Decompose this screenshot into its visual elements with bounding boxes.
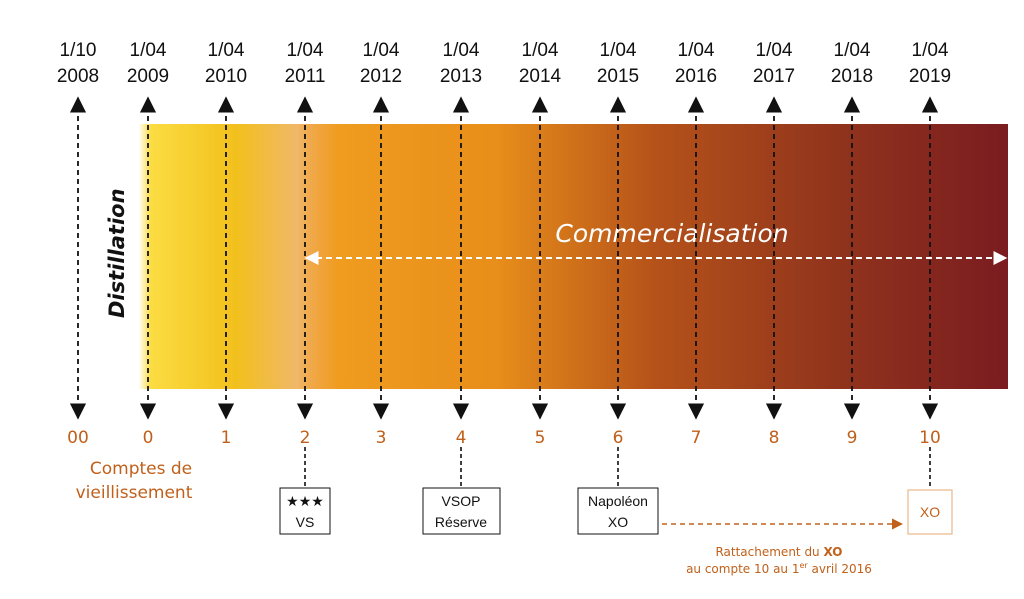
date-year-label: 2013	[440, 66, 482, 87]
aging-color-band	[78, 124, 1008, 389]
rattachement-note-line1: Rattachement du XO	[715, 545, 842, 559]
compte-number: 8	[769, 428, 780, 448]
date-day-label: 1/10	[60, 40, 97, 61]
comptes-label-line1: Comptes de	[90, 459, 192, 479]
date-day-label: 1/04	[208, 40, 245, 61]
napoleon-box: Napoléon XO	[577, 487, 659, 535]
compte-number: 2	[300, 428, 311, 448]
date-year-label: 2018	[831, 66, 873, 87]
date-labels: 1/10 2008 1/04 2009 1/04 2010 1/04 2011 1/04 2012…	[57, 40, 951, 87]
date-year-label: 2011	[285, 66, 326, 87]
date-day-label: 1/04	[912, 40, 949, 61]
compte-number: 00	[67, 428, 89, 448]
note-line2-sup: er	[799, 561, 808, 570]
date-year-label: 2008	[57, 66, 99, 87]
date-year-label: 2016	[675, 66, 717, 87]
compte-number: 7	[691, 428, 702, 448]
note-bold: XO	[823, 545, 842, 559]
rattachement-note-line2: au compte 10 au 1er avril 2016	[686, 561, 872, 576]
napoleon-xo-label: XO	[608, 514, 628, 530]
vs-box: ★★★ VS	[279, 487, 331, 535]
vs-label: VS	[296, 514, 315, 530]
comptes-label-line2: vieillissement	[76, 483, 193, 503]
date-day-label: 1/04	[443, 40, 480, 61]
compte-number: 1	[221, 428, 232, 448]
xo-label: XO	[920, 504, 940, 520]
date-day-label: 1/04	[834, 40, 871, 61]
date-year-label: 2017	[753, 66, 795, 87]
note-line2-a: au compte 10 au 1	[686, 562, 799, 576]
date-day-label: 1/04	[130, 40, 167, 61]
reserve-label: Réserve	[435, 514, 487, 530]
compte-number: 6	[613, 428, 624, 448]
compte-number: 0	[143, 428, 154, 448]
note-line2-b: avril 2016	[808, 562, 872, 576]
date-year-label: 2009	[127, 66, 169, 87]
vsop-label: VSOP	[442, 493, 481, 509]
date-day-label: 1/04	[756, 40, 793, 61]
compte-number: 3	[376, 428, 387, 448]
xo-box: XO	[907, 489, 953, 535]
date-year-label: 2012	[360, 66, 402, 87]
note-prefix: Rattachement du	[715, 545, 823, 559]
compte-labels: 00 0 1 2 3 4 5 6 7 8 9 10	[67, 428, 941, 448]
distillation-label: Distillation	[105, 188, 129, 318]
vsop-box: VSOP Réserve	[422, 487, 501, 535]
compte-number: 4	[456, 428, 467, 448]
date-year-label: 2014	[519, 66, 562, 87]
date-day-label: 1/04	[287, 40, 324, 61]
date-day-label: 1/04	[678, 40, 715, 61]
compte-number: 9	[847, 428, 858, 448]
vs-stars: ★★★	[286, 493, 324, 509]
compte-number: 5	[535, 428, 546, 448]
date-day-label: 1/04	[522, 40, 559, 61]
compte-number: 10	[919, 428, 941, 448]
commercialisation-label: Commercialisation	[555, 219, 788, 248]
date-year-label: 2019	[909, 66, 951, 87]
date-year-label: 2010	[205, 66, 247, 87]
date-day-label: 1/04	[363, 40, 400, 61]
date-year-label: 2015	[597, 66, 639, 87]
date-day-label: 1/04	[600, 40, 637, 61]
napoleon-label: Napoléon	[588, 493, 648, 509]
